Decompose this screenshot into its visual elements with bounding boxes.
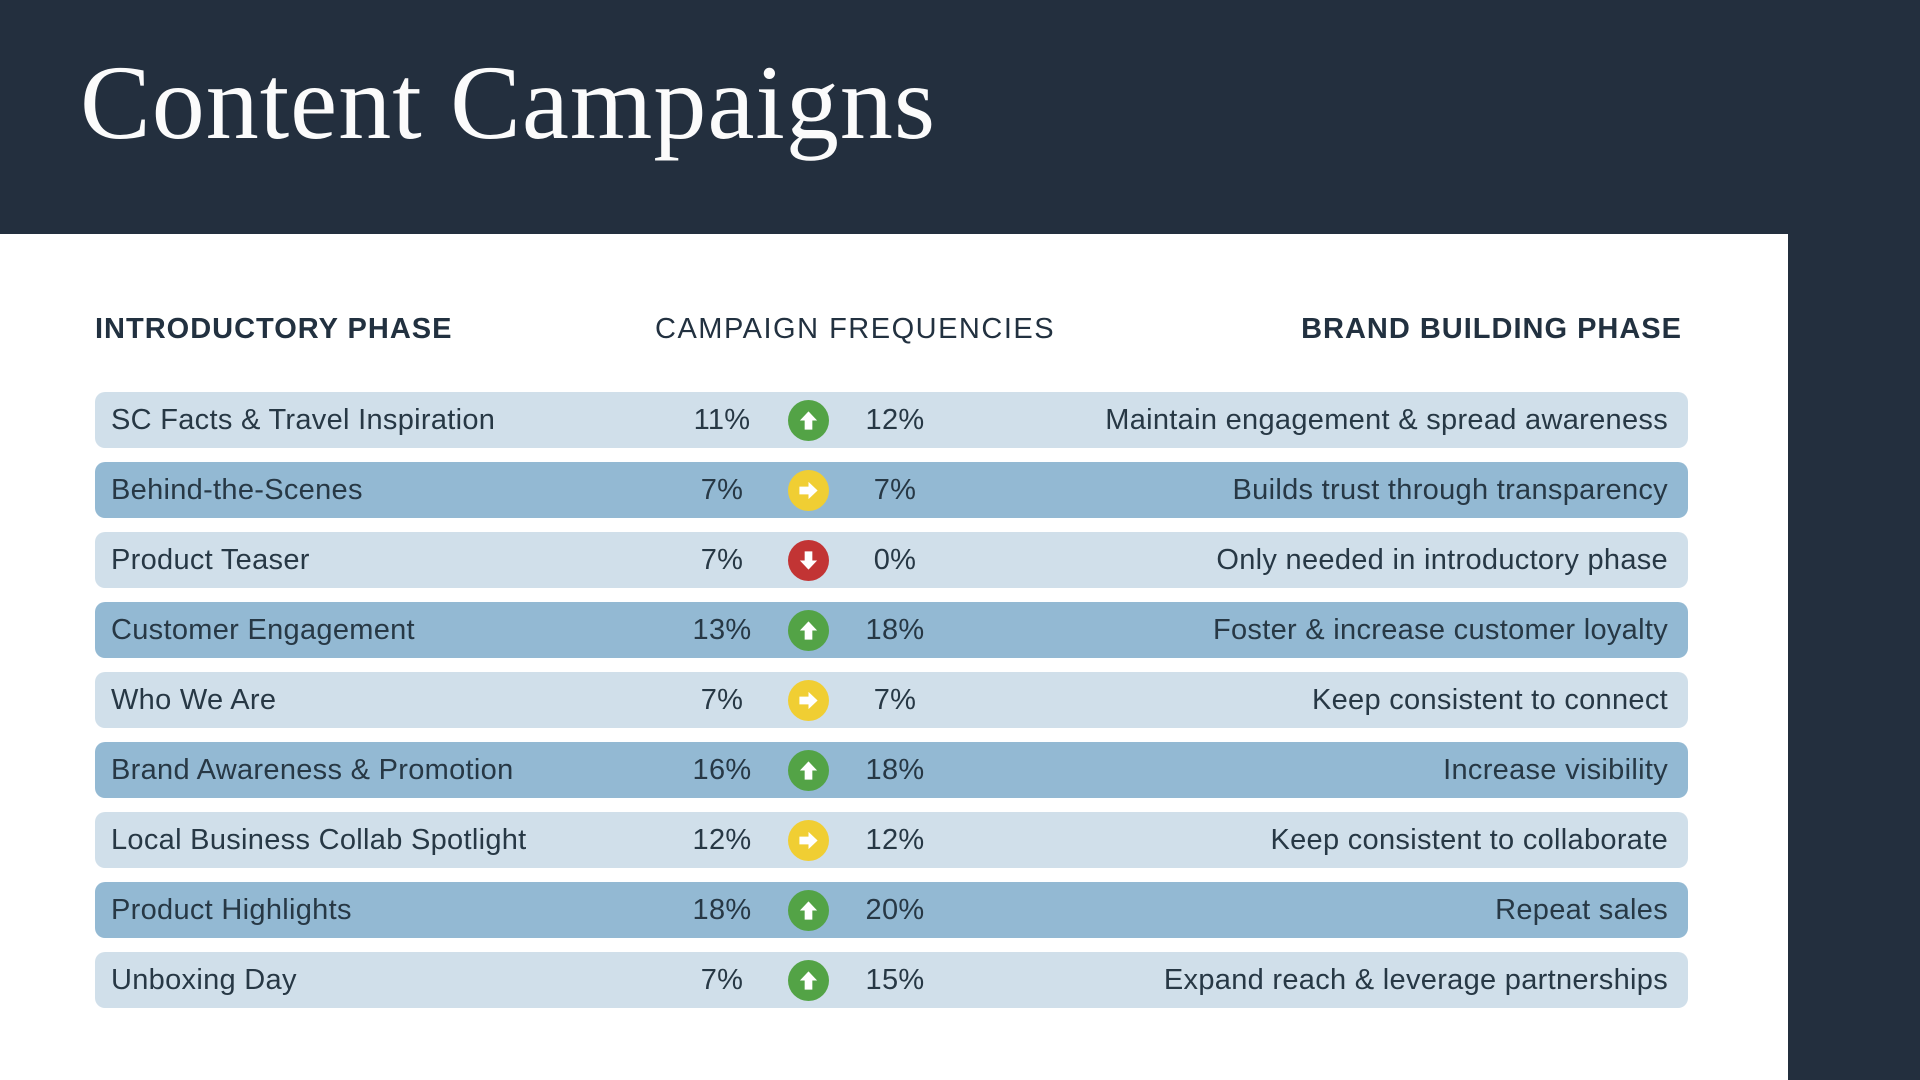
trend-down-icon (787, 539, 829, 581)
trend-cell (787, 469, 829, 511)
brand-frequency-value: 7% (873, 683, 917, 716)
trend-cell (787, 889, 829, 931)
intro-frequency-value: 7% (700, 473, 744, 506)
phase-note: Maintain engagement & spread awareness (1105, 403, 1668, 436)
trend-cell (787, 679, 829, 721)
brand-frequency-value: 15% (865, 963, 925, 996)
intro-frequency-value: 7% (700, 963, 744, 996)
phase-note: Only needed in introductory phase (1216, 543, 1668, 576)
trend-cell (787, 819, 829, 861)
column-header-brand-building-phase: BRAND BUILDING PHASE (1301, 312, 1682, 345)
intro-frequency-value: 18% (692, 893, 752, 926)
trend-up-icon (787, 749, 829, 791)
intro-frequency-value: 7% (700, 543, 744, 576)
campaign-name: Local Business Collab Spotlight (111, 823, 527, 856)
campaign-table: SC Facts & Travel Inspiration 11% 12% Ma… (95, 392, 1788, 1008)
content-panel: INTRODUCTORY PHASE CAMPAIGN FREQUENCIES … (0, 234, 1788, 1080)
table-row: Product Highlights 18% 20% Repeat sales (95, 882, 1688, 938)
campaign-name: Product Highlights (111, 893, 352, 926)
brand-frequency-value: 12% (865, 823, 925, 856)
campaign-name: Brand Awareness & Promotion (111, 753, 514, 786)
intro-frequency-value: 16% (692, 753, 752, 786)
trend-cell (787, 959, 829, 1001)
trend-steady-icon (787, 819, 829, 861)
campaign-name: Unboxing Day (111, 963, 297, 996)
brand-frequency-value: 12% (865, 403, 925, 436)
campaign-name: Product Teaser (111, 543, 310, 576)
trend-up-icon (787, 609, 829, 651)
table-row: Local Business Collab Spotlight 12% 12% … (95, 812, 1688, 868)
title-band: Content Campaigns (0, 0, 1920, 234)
trend-cell (787, 609, 829, 651)
phase-note: Expand reach & leverage partnerships (1163, 963, 1668, 996)
intro-frequency-value: 11% (693, 403, 751, 436)
trend-up-icon (787, 889, 829, 931)
brand-frequency-value: 18% (865, 613, 925, 646)
table-row: Who We Are 7% 7% Keep consistent to conn… (95, 672, 1688, 728)
trend-cell (787, 399, 829, 441)
trend-up-icon (787, 399, 829, 441)
phase-note: Increase visibility (1443, 753, 1668, 786)
phase-note: Builds trust through transparency (1232, 473, 1668, 506)
campaign-name: SC Facts & Travel Inspiration (111, 403, 496, 436)
brand-frequency-value: 0% (873, 543, 917, 576)
right-accent-band (1788, 234, 1920, 1080)
phase-note: Foster & increase customer loyalty (1212, 613, 1668, 646)
table-row: Customer Engagement 13% 18% Foster & inc… (95, 602, 1688, 658)
slide-title: Content Campaigns (80, 44, 937, 161)
table-row: Brand Awareness & Promotion 16% 18% Incr… (95, 742, 1688, 798)
table-header-row: INTRODUCTORY PHASE CAMPAIGN FREQUENCIES … (95, 310, 1688, 348)
campaign-name: Behind-the-Scenes (111, 473, 363, 506)
table-row: Product Teaser 7% 0% Only needed in intr… (95, 532, 1688, 588)
column-header-campaign-frequencies: CAMPAIGN FREQUENCIES (655, 312, 1056, 345)
phase-note: Keep consistent to collaborate (1270, 823, 1668, 856)
trend-cell (787, 749, 829, 791)
brand-frequency-value: 20% (865, 893, 925, 926)
intro-frequency-value: 12% (692, 823, 752, 856)
table-row: Behind-the-Scenes 7% 7% Builds trust thr… (95, 462, 1688, 518)
intro-frequency-value: 7% (700, 683, 744, 716)
table-row: Unboxing Day 7% 15% Expand reach & lever… (95, 952, 1688, 1008)
phase-note: Keep consistent to connect (1311, 683, 1668, 716)
trend-cell (787, 539, 829, 581)
trend-steady-icon (787, 679, 829, 721)
intro-frequency-value: 13% (692, 613, 752, 646)
campaign-name: Customer Engagement (111, 613, 415, 646)
column-header-introductory-phase: INTRODUCTORY PHASE (95, 312, 453, 345)
trend-up-icon (787, 959, 829, 1001)
brand-frequency-value: 7% (873, 473, 917, 506)
trend-steady-icon (787, 469, 829, 511)
campaign-name: Who We Are (111, 683, 277, 716)
phase-note: Repeat sales (1495, 893, 1668, 926)
table-row: SC Facts & Travel Inspiration 11% 12% Ma… (95, 392, 1688, 448)
brand-frequency-value: 18% (865, 753, 925, 786)
